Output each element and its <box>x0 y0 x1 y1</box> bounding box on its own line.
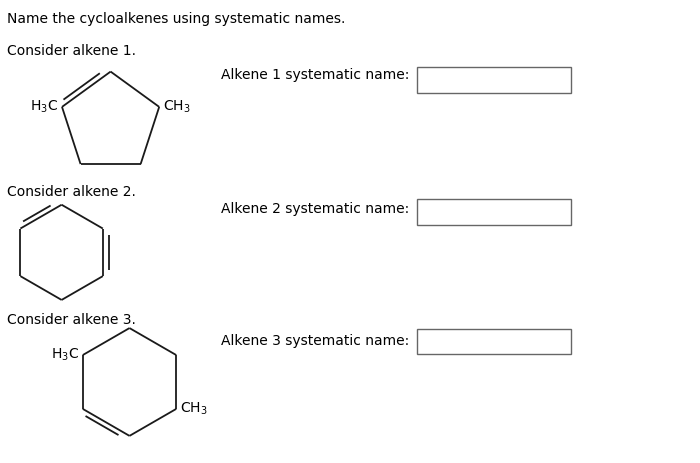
Text: Alkene 1 systematic name:: Alkene 1 systematic name: <box>221 68 410 82</box>
Text: H$_3$C: H$_3$C <box>29 99 58 115</box>
Text: CH$_3$: CH$_3$ <box>181 400 208 417</box>
Text: Consider alkene 1.: Consider alkene 1. <box>7 44 136 58</box>
FancyBboxPatch shape <box>416 199 570 225</box>
FancyBboxPatch shape <box>416 329 570 354</box>
Text: Name the cycloalkenes using systematic names.: Name the cycloalkenes using systematic n… <box>7 12 345 25</box>
Text: Consider alkene 2.: Consider alkene 2. <box>7 185 136 199</box>
Text: Alkene 2 systematic name:: Alkene 2 systematic name: <box>221 202 410 216</box>
Text: CH$_3$: CH$_3$ <box>163 99 191 115</box>
FancyBboxPatch shape <box>416 67 570 93</box>
Text: Consider alkene 3.: Consider alkene 3. <box>7 313 136 326</box>
Text: H$_3$C: H$_3$C <box>50 347 78 363</box>
Text: Alkene 3 systematic name:: Alkene 3 systematic name: <box>221 334 410 348</box>
